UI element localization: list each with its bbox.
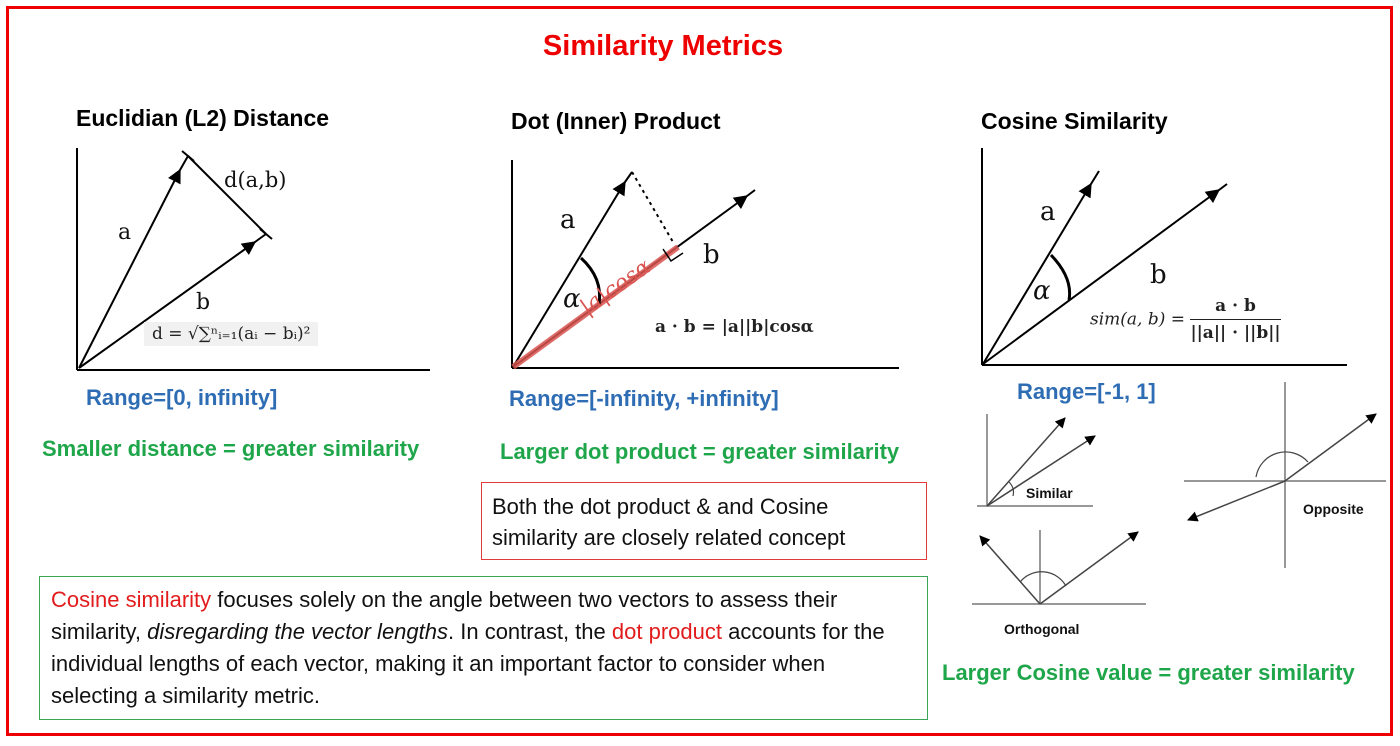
cosine-note: Larger Cosine value = greater similarity <box>942 660 1355 685</box>
cosine-label-alpha: α <box>1033 276 1051 306</box>
opposite-label: Opposite <box>1303 501 1364 517</box>
dot-vector-a <box>512 180 626 368</box>
cosine-vector-b <box>982 189 1221 365</box>
explanation-italic: disregarding the vector lengths <box>147 619 449 644</box>
dot-diagram <box>511 160 899 370</box>
euclidean-diagram <box>76 148 430 371</box>
cosine-formula-numerator: a · b <box>1190 296 1281 320</box>
related-concept-box: Both the dot product & and Cosine simila… <box>481 482 927 560</box>
dot-label-b: b <box>703 240 720 270</box>
opposite-vector-2 <box>1187 480 1286 522</box>
cosine-range: Range=[-1, 1] <box>1017 379 1156 404</box>
cosine-formula-lhs: sim(a, b) = <box>1090 309 1186 330</box>
euclidean-label-distance: d(a,b) <box>224 168 287 192</box>
dot-range: Range=[-infinity, +infinity] <box>509 386 779 411</box>
euclidean-note: Smaller distance = greater similarity <box>42 436 420 461</box>
cosine-formula-denominator: ||a|| · ||b|| <box>1190 323 1281 343</box>
dot-vector-b-tail <box>746 189 756 197</box>
cosine-formula-fraction: a · b ||a|| · ||b|| <box>1190 296 1281 343</box>
similar-vector-2 <box>986 435 1096 507</box>
euclidean-vector-b <box>78 241 257 369</box>
euclidean-vector-b-tail <box>254 233 267 243</box>
cosine-formula: sim(a, b) = a · b ||a|| · ||b|| <box>1090 296 1281 343</box>
outer-frame <box>6 6 1393 736</box>
euclidean-label-b: b <box>196 290 211 315</box>
euclidean-tick-a <box>181 150 195 162</box>
explanation-text-3: accounts for the individual lengths of e… <box>51 619 885 708</box>
euclidean-label-a: a <box>118 220 132 245</box>
orthogonal-vector-1 <box>979 535 1041 605</box>
dot-label-alpha: α <box>563 284 581 314</box>
euclidean-range: Range=[0, infinity] <box>86 385 278 410</box>
cosine-vector-a-tail <box>1090 170 1100 185</box>
cosine-label-b: b <box>1150 260 1167 290</box>
explanation-text-1: focuses solely on the angle between two … <box>51 587 838 644</box>
dot-projection-highlight <box>511 244 680 370</box>
cosine-vector-a <box>982 182 1092 365</box>
euclidean-heading: Euclidian (L2) Distance <box>76 105 330 131</box>
dot-note: Larger dot product = greater similarity <box>500 439 900 464</box>
cosine-angle-arc <box>1049 253 1072 301</box>
cosine-label-a: a <box>1040 197 1056 227</box>
opposite-diagram <box>1184 382 1386 568</box>
dot-vector-a-tail <box>624 171 633 183</box>
euclidean-formula: d = √∑ⁿᵢ₌₁(aᵢ − bᵢ)² <box>144 322 319 346</box>
euclidean-tick-b <box>259 228 273 240</box>
explanation-cosine-term: Cosine similarity <box>51 587 212 612</box>
euclidean-distance-line <box>187 155 267 235</box>
explanation-dot-term: dot product <box>611 619 722 644</box>
dot-angle-arc <box>579 256 602 305</box>
page-title: Similarity Metrics <box>542 30 784 62</box>
similar-diagram <box>977 414 1096 507</box>
cosine-vector-b-tail <box>1218 183 1228 191</box>
similar-vector-1 <box>986 417 1066 507</box>
orthogonal-label: Orthogonal <box>1004 621 1080 637</box>
orthogonal-diagram <box>972 530 1146 605</box>
cosine-diagram <box>981 148 1347 366</box>
dot-formula: a · b = |a||b|cosα <box>655 317 814 337</box>
dot-projection-dotted <box>631 171 674 243</box>
orthogonal-vector-2 <box>1039 531 1139 605</box>
dot-right-angle-mark <box>662 248 684 263</box>
euclidean-vector-a-tail <box>179 155 189 171</box>
dot-label-a: a <box>560 205 576 235</box>
cosine-heading: Cosine Similarity <box>981 108 1168 134</box>
euclidean-vector-a <box>78 168 181 369</box>
opposite-vector-1 <box>1284 413 1377 482</box>
similar-label: Similar <box>1026 485 1073 501</box>
explanation-text-2: . In contrast, the <box>448 619 612 644</box>
explanation-box: Cosine similarity focuses solely on the … <box>39 576 928 720</box>
dot-heading: Dot (Inner) Product <box>511 108 721 134</box>
